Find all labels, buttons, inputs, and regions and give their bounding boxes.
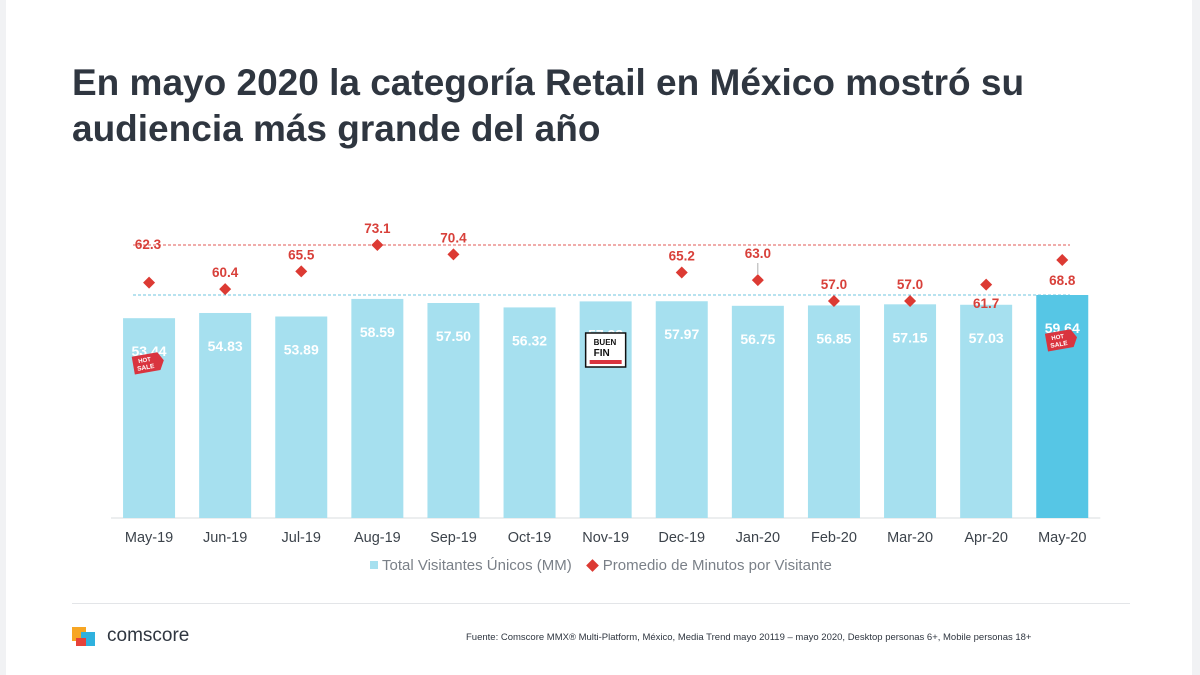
slide-title: En mayo 2020 la categoría Retail en Méxi… bbox=[72, 60, 1132, 152]
bar-label-oct-19: 56.32 bbox=[512, 332, 547, 348]
x-tick-jan-20: Jan-20 bbox=[736, 530, 780, 546]
bar-oct-19 bbox=[503, 307, 556, 518]
marker-jun-19 bbox=[219, 283, 232, 296]
marker-label-mar-20: 57.0 bbox=[897, 277, 923, 292]
marker-label-apr-20: 61.7 bbox=[973, 296, 999, 311]
marker-dec-19 bbox=[675, 266, 688, 279]
x-tick-feb-20: Feb-20 bbox=[811, 530, 857, 546]
marker-label-may-19: 62.3 bbox=[135, 237, 162, 252]
source-note: Fuente: Comscore MMX® Multi-Platform, Mé… bbox=[466, 632, 1032, 643]
legend-marker-label: Promedio de Minutos por Visitante bbox=[602, 556, 832, 574]
bar-jun-19 bbox=[199, 312, 252, 518]
marker-sep-19 bbox=[447, 248, 460, 261]
x-tick-jul-19: Jul-19 bbox=[282, 530, 322, 546]
bar-label-apr-20: 57.03 bbox=[969, 330, 1004, 346]
bar-apr-20 bbox=[960, 304, 1013, 518]
buen-fin-text-2: FIN bbox=[594, 348, 610, 359]
comscore-logo-icon bbox=[72, 625, 98, 647]
x-tick-nov-19: Nov-19 bbox=[582, 530, 629, 546]
marker-jul-19 bbox=[295, 265, 308, 278]
marker-mar-20 bbox=[904, 295, 917, 307]
buen-fin-text-1: BUEN bbox=[594, 338, 617, 347]
bar-dec-19 bbox=[655, 301, 708, 518]
bar-label-sep-19: 57.50 bbox=[436, 328, 471, 344]
bar-feb-20 bbox=[807, 305, 860, 518]
bar-jan-20 bbox=[731, 305, 784, 518]
hot-sale-tag-text-1: HOT bbox=[1051, 334, 1065, 342]
bar-aug-19 bbox=[351, 298, 404, 518]
bar-label-jul-19: 53.89 bbox=[284, 341, 319, 357]
comscore-logo-text: comscore bbox=[107, 625, 190, 646]
bar-label-dec-19: 57.97 bbox=[664, 326, 699, 342]
bar-label-aug-19: 58.59 bbox=[360, 324, 395, 340]
x-tick-aug-19: Aug-19 bbox=[354, 530, 401, 546]
marker-label-sep-19: 70.4 bbox=[440, 230, 467, 245]
bar-may-19 bbox=[123, 318, 176, 518]
bar-sep-19 bbox=[427, 303, 480, 518]
slide-edge-left bbox=[0, 0, 6, 675]
x-tick-dec-19: Dec-19 bbox=[658, 530, 705, 546]
x-tick-mar-20: Mar-20 bbox=[887, 530, 933, 546]
comscore-logo: comscore bbox=[72, 625, 189, 647]
legend-bar-swatch bbox=[370, 561, 378, 569]
legend-item-minutos: Promedio de Minutos por Visitante bbox=[580, 557, 832, 574]
marker-feb-20 bbox=[827, 295, 840, 307]
marker-label-aug-19: 73.1 bbox=[364, 221, 391, 236]
hot-sale-tag-text-1: HOT bbox=[138, 357, 152, 365]
legend-bar-label: Total Visitantes Únicos (MM) bbox=[382, 556, 572, 574]
marker-label-jan-20: 63.0 bbox=[745, 246, 771, 261]
marker-label-jun-19: 60.4 bbox=[212, 265, 239, 280]
bar-label-jan-20: 56.75 bbox=[740, 331, 775, 347]
bar-label-jun-19: 54.83 bbox=[208, 338, 243, 354]
marker-may-20 bbox=[1056, 253, 1069, 266]
marker-jan-20 bbox=[751, 274, 764, 287]
marker-label-dec-19: 65.2 bbox=[669, 248, 695, 263]
x-tick-may-20: May-20 bbox=[1038, 530, 1086, 546]
combo-chart: 53.44May-1954.83Jun-1953.89Jul-1958.59Au… bbox=[111, 221, 1101, 546]
marker-apr-20 bbox=[980, 278, 993, 291]
x-tick-jun-19: Jun-19 bbox=[203, 530, 247, 546]
bar-jul-19 bbox=[275, 316, 328, 518]
x-tick-sep-19: Sep-19 bbox=[430, 530, 477, 546]
marker-aug-19 bbox=[371, 239, 384, 251]
marker-label-feb-20: 57.0 bbox=[821, 277, 847, 292]
slide-edge-right bbox=[1192, 0, 1200, 675]
footer-divider bbox=[72, 603, 1130, 604]
marker-may-19 bbox=[143, 276, 156, 289]
hot-sale-tag-text-2: SALE bbox=[1050, 340, 1069, 350]
marker-label-jul-19: 65.5 bbox=[288, 247, 315, 262]
chart-legend: Total Visitantes Únicos (MM) Promedio de… bbox=[370, 555, 840, 575]
x-tick-apr-20: Apr-20 bbox=[964, 530, 1008, 546]
bar-label-feb-20: 56.85 bbox=[816, 330, 851, 346]
slide-title-line-2: audiencia más grande del año bbox=[72, 108, 601, 149]
legend-diamond-swatch bbox=[585, 558, 599, 572]
bar-label-mar-20: 57.15 bbox=[893, 329, 928, 345]
marker-label-may-20: 68.8 bbox=[1049, 273, 1076, 288]
slide-title-line-1: En mayo 2020 la categoría Retail en Méxi… bbox=[72, 62, 1025, 103]
bar-mar-20 bbox=[884, 304, 937, 518]
legend-item-visitantes: Total Visitantes Únicos (MM) bbox=[370, 557, 572, 574]
hot-sale-tag-text-2: SALE bbox=[137, 363, 156, 373]
x-tick-may-19: May-19 bbox=[125, 530, 173, 546]
x-tick-oct-19: Oct-19 bbox=[508, 530, 552, 546]
